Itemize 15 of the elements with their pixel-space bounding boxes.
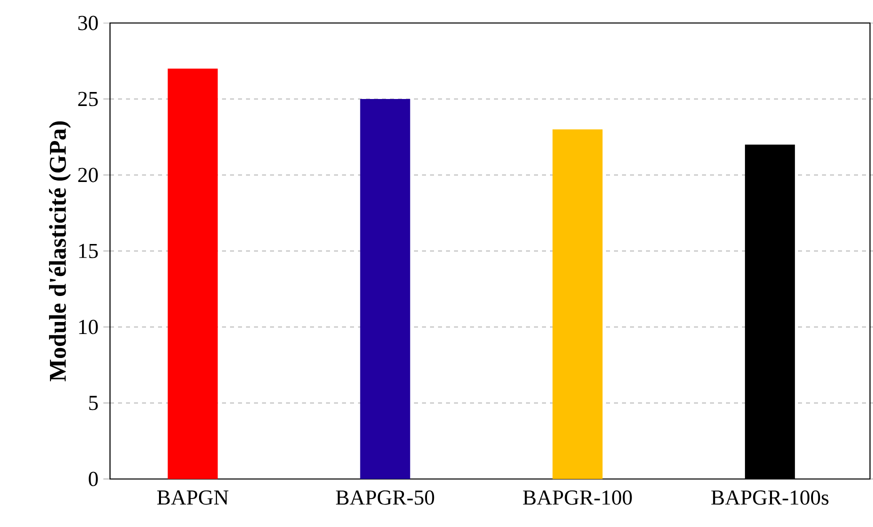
- x-tick-label: BAPGN: [157, 490, 228, 505]
- x-tick-label: BAPGR-100: [523, 490, 632, 505]
- x-tick-label: BAPGR-100s: [711, 490, 828, 505]
- y-tick-label: 20: [78, 168, 98, 182]
- bar: [552, 129, 603, 479]
- y-tick-label: 10: [79, 320, 98, 334]
- y-axis-title: Module d'élasticité (GPa): [49, 121, 71, 382]
- y-tick-label: 30: [78, 16, 98, 30]
- x-tick-label: BAPGR-50: [336, 490, 434, 505]
- bar: [168, 68, 218, 479]
- y-tick-label: 25: [78, 92, 98, 106]
- bar: [360, 98, 410, 479]
- y-tick-label: 15: [79, 244, 98, 258]
- y-tick-label: 5: [89, 396, 98, 410]
- y-tick-label: 0: [88, 472, 98, 486]
